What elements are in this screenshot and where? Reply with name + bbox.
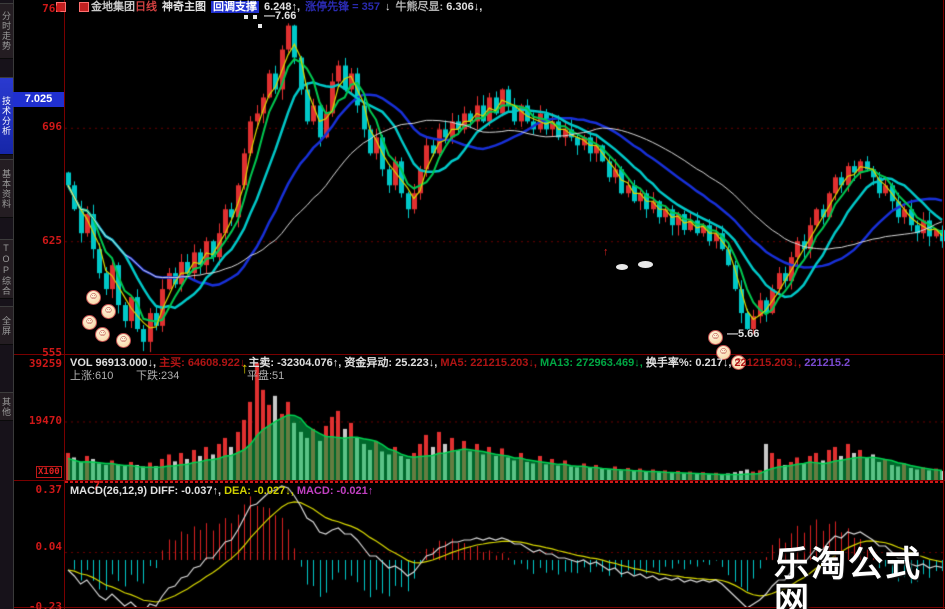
- window-icon[interactable]: [56, 2, 66, 12]
- vol-extra1: 221215.203↓,: [734, 357, 802, 369]
- signal-oval: [616, 264, 628, 270]
- vol-extra2: 221215.2: [804, 357, 851, 369]
- sidebar-item-top-composite[interactable]: TOP综合: [0, 239, 13, 299]
- macd-value: MACD: -0.021↑: [296, 485, 374, 497]
- macd-chart-canvas[interactable]: [65, 482, 945, 608]
- low-price-annotation: —5.66: [727, 328, 760, 340]
- decliners-count: 下跌:234: [136, 370, 180, 382]
- axis-divider: [64, 0, 65, 609]
- chart-header: 金地集团日线 神奇主图 回调支撑 6.248↑, 涨停先锋 = 357 ↓ 牛熊…: [91, 1, 482, 13]
- signal-square: [244, 15, 248, 19]
- watermark: 乐淘公式网 www.60lt.com: [774, 547, 945, 609]
- fund-move-value: 资金异动: 25.223↓,: [344, 357, 438, 369]
- watermark-title: 乐淘公式网: [774, 545, 923, 609]
- price-tick-625: 625: [42, 234, 62, 247]
- bottom-border: [13, 607, 945, 608]
- volume-tick-mid: 19470: [28, 414, 62, 427]
- indicator-value: 6.248↑,: [264, 1, 301, 13]
- vol-ma5-value: MA5: 221215.203↓,: [440, 357, 537, 369]
- macd-title: MACD(26,12,9): [70, 485, 148, 497]
- signal-oval: [638, 261, 653, 268]
- volume-tick-high: 39259: [28, 357, 62, 370]
- buy-signal-smiley: [86, 290, 101, 305]
- vol-ma13-value: MA13: 272963.469↓,: [540, 357, 643, 369]
- sidebar-item-basic-info[interactable]: 基本资料: [0, 159, 13, 218]
- buy-signal-smiley: [731, 355, 746, 370]
- price-tick-696: 696: [42, 120, 62, 133]
- price-tick-766: 766: [42, 2, 62, 15]
- signal-marker-7: 7: [93, 478, 101, 493]
- macd-pane-top-dashed-line: [65, 481, 945, 483]
- indicator-name: 神奇主图: [162, 1, 206, 13]
- volume-unit-label: X100: [36, 466, 62, 478]
- sidebar-item-technical-analysis[interactable]: 技术分析: [0, 77, 13, 155]
- signal-square: [253, 15, 257, 19]
- pane-divider-volume-macd: [13, 480, 945, 481]
- buy-signal-smiley: [116, 333, 131, 348]
- vol-value: VOL 96913.000↓,: [70, 357, 157, 369]
- indicator-badge[interactable]: 回调支撑: [211, 1, 259, 13]
- current-price-marker: 7.025: [13, 92, 64, 107]
- volume-info-line: VOL 96913.000↓, 主买: 64608.922↓ 主卖: -3230…: [70, 357, 850, 369]
- turnover-value: 换手率%: 0.217↓,: [645, 357, 732, 369]
- sidebar-item-minute-trend[interactable]: 分时走势: [0, 3, 13, 59]
- advancers-count: 上涨:610: [70, 370, 114, 382]
- price-chart-canvas[interactable]: [65, 14, 945, 355]
- secondary-indicator: 涨停先锋 = 357: [305, 1, 380, 13]
- sidebar-item-other[interactable]: 其他: [0, 392, 13, 421]
- period-label: 日线: [135, 1, 157, 13]
- pane-divider-price-volume: [13, 354, 945, 355]
- macd-tick-low: -0.23: [28, 600, 62, 609]
- macd-info-line: MACD(26,12,9) DIFF: -0.037↑, DEA: -0.027…: [70, 485, 373, 497]
- flat-count: 平盘:51: [247, 370, 285, 382]
- bull-bear-label: 牛熊尽显:: [395, 1, 444, 13]
- right-border: [943, 0, 944, 609]
- bull-bear-value: 6.306↓,: [446, 1, 483, 13]
- yellow-arrow-marker: ↑: [241, 360, 249, 377]
- buy-signal-smiley: [716, 345, 731, 360]
- buy-signal-smiley: [82, 315, 97, 330]
- buy-signal-smiley: [708, 330, 723, 345]
- volume-chart-canvas[interactable]: [65, 355, 945, 480]
- chart-icon[interactable]: [79, 2, 89, 12]
- buy-signal-smiley: [95, 327, 110, 342]
- secondary-arrow: ↓: [384, 1, 391, 13]
- price-tick-555: 555: [42, 346, 62, 359]
- buy-signal-smiley: [101, 304, 116, 319]
- main-buy-value: 主买: 64608.922↓: [159, 357, 246, 369]
- macd-tick-mid: 0.04: [35, 540, 63, 553]
- dea-value: DEA: -0.027↓,: [224, 485, 294, 497]
- stock-name: 金地集团: [91, 1, 135, 13]
- sidebar-item-fullscreen[interactable]: 全屏: [0, 306, 13, 345]
- high-price-annotation: —7.66: [264, 10, 297, 22]
- sidebar: 分时走势 技术分析 基本资料 TOP综合 全屏 其他: [0, 0, 14, 609]
- diff-value: DIFF: -0.037↑,: [150, 485, 221, 497]
- signal-square: [258, 24, 262, 28]
- buy-arrow-marker: ↑: [603, 246, 609, 258]
- main-sell-value: 主卖: -32304.076↑,: [248, 357, 342, 369]
- macd-tick-high: 0.37: [35, 483, 63, 496]
